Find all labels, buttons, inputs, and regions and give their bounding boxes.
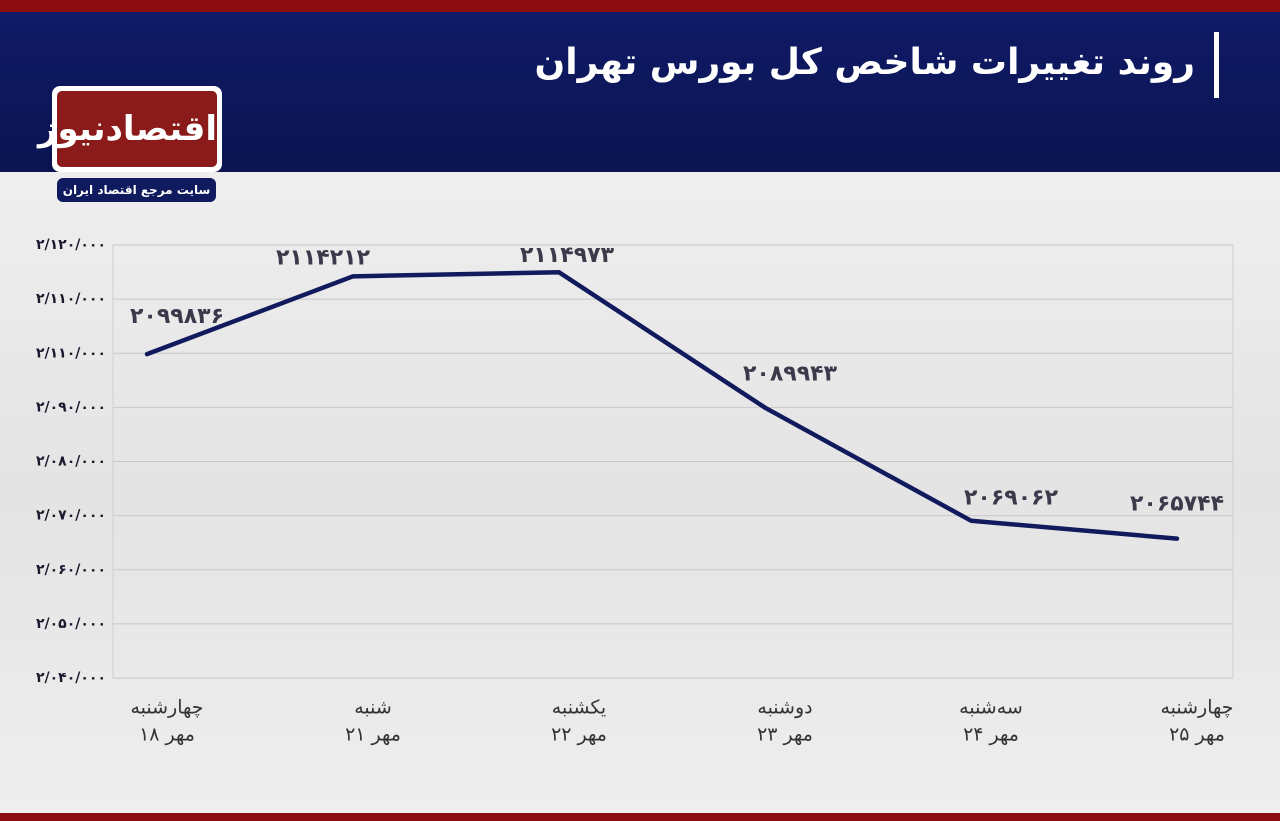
top-bar (0, 0, 1280, 12)
logo: اقتصادنیوز (38, 86, 222, 172)
bottom-bar (0, 813, 1280, 821)
x-tick-label: چهارشنبه (130, 697, 203, 719)
data-label: ۲۰۹۹۸۳۶ (130, 304, 224, 329)
y-tick-label: ۲/۰۴۰/۰۰۰ (36, 670, 106, 686)
chart-title: روند تغییرات شاخص کل بورس تهران (534, 42, 1196, 83)
x-tick-label: شنبه (354, 697, 392, 719)
data-label: ۲۰۸۹۹۴۳ (743, 362, 838, 387)
y-tick-label: ۲/۰۶۰/۰۰۰ (36, 562, 106, 578)
data-label: ۲۰۶۹۰۶۲ (964, 486, 1059, 511)
y-tick-label: ۲/۱۲۰/۰۰۰ (36, 237, 106, 253)
x-tick-label: ۲۵ مهر (1169, 724, 1225, 746)
y-tick-label: ۲/۰۷۰/۰۰۰ (36, 508, 106, 524)
x-tick-label: یکشنبه (552, 697, 606, 719)
y-tick-label: ۲/۰۸۰/۰۰۰ (36, 454, 106, 470)
data-label: ۲۱۱۴۹۷۳ (520, 243, 615, 268)
data-label: ۲۰۶۵۷۴۴ (1130, 492, 1224, 517)
x-tick-label: چهارشنبه (1160, 697, 1233, 719)
data-label: ۲۱۱۴۲۱۲ (276, 245, 371, 270)
x-tick-label: ۲۲ مهر (551, 724, 607, 746)
x-tick-label: ۲۴ مهر (963, 724, 1019, 746)
line (144, 269, 1180, 541)
x-tick-label: دوشنبه (757, 697, 812, 719)
x-tick-label: سه‌شنبه (959, 697, 1023, 719)
y-tick-label: ۲/۰۹۰/۰۰۰ (36, 399, 106, 415)
y-tick-label: ۲/۱۱۰/۰۰۰ (36, 345, 106, 361)
x-tick-label: ۱۸ مهر (139, 724, 195, 746)
x-tick-label: ۲۳ مهر (757, 724, 813, 746)
x-tick-label: ۲۱ مهر (345, 724, 401, 746)
y-tick-label: ۲/۰۵۰/۰۰۰ (36, 616, 106, 632)
tagline: سایت مرجع اقتصاد ایران (57, 178, 216, 202)
y-tick-label: ۲/۱۱۰/۰۰۰ (36, 291, 106, 307)
divider (1214, 32, 1219, 98)
logo-text: اقتصادنیوز (38, 91, 217, 167)
